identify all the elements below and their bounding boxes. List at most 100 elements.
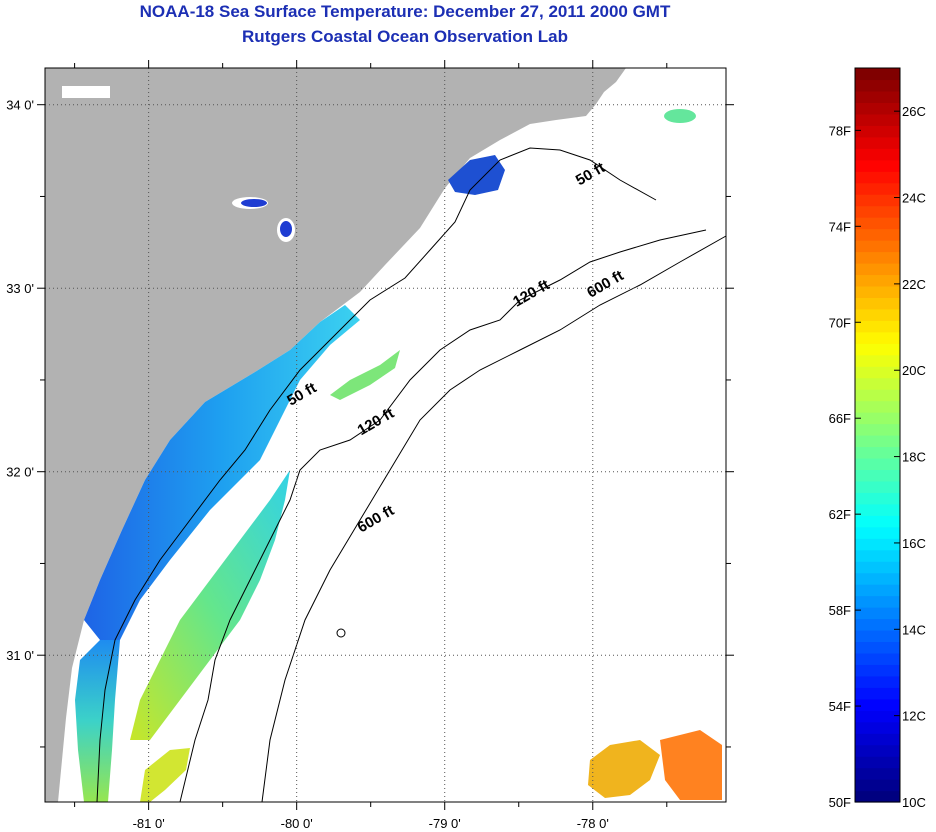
colorbar-stripe xyxy=(855,308,900,321)
colorbar-stripe xyxy=(855,354,900,367)
colorbar-stripe xyxy=(855,159,900,172)
fahrenheit-label: 70F xyxy=(829,315,851,330)
celsius-label: 12C xyxy=(902,709,926,724)
colorbar-stripe xyxy=(855,618,900,631)
colorbar-stripe xyxy=(855,457,900,471)
colorbar-stripe xyxy=(855,595,900,608)
fahrenheit-label: 58F xyxy=(829,603,851,618)
map-frame xyxy=(44,67,727,803)
contour-120ft xyxy=(179,229,707,803)
fahrenheit-label: 74F xyxy=(829,219,851,234)
sst-south-patch xyxy=(140,748,190,802)
sst-midshelf-warm xyxy=(130,470,290,740)
lat-tick-label: 32 0' xyxy=(6,465,34,480)
map-subtitle: Rutgers Coastal Ocean Observation Lab xyxy=(242,27,568,46)
colorbar-stripe xyxy=(855,377,900,390)
colorbar-stripe xyxy=(855,79,900,92)
colorbar-stripe xyxy=(855,549,900,562)
colorbar-stripe xyxy=(855,194,900,207)
colorbar-stripe xyxy=(855,538,900,551)
colorbar-stripe xyxy=(855,366,900,379)
colorbar-stripe xyxy=(855,400,900,413)
colorbar-stripe xyxy=(855,561,900,574)
colorbar-stripe xyxy=(855,469,900,482)
celsius-label: 18C xyxy=(902,450,926,465)
contour-50ft xyxy=(96,147,657,803)
contour-600ft xyxy=(261,235,727,803)
colorbar-stripe xyxy=(855,526,900,539)
colorbar-stripe xyxy=(855,492,900,505)
colorbar-stripe xyxy=(855,331,900,344)
graticule xyxy=(45,68,726,802)
colorbar-frame xyxy=(854,67,901,803)
colorbar-stripe xyxy=(855,412,900,425)
celsius-label: 10C xyxy=(902,795,926,810)
colorbar-stripe xyxy=(855,102,900,115)
inland-lake xyxy=(62,86,110,98)
sst-gulfstream-patch xyxy=(588,740,660,798)
colorbar-stripe xyxy=(855,228,900,241)
colorbar-stripe xyxy=(855,767,900,780)
colorbar-stripe xyxy=(855,607,900,620)
celsius-label: 26C xyxy=(902,104,926,119)
colorbar-stripe xyxy=(855,515,900,528)
fahrenheit-label: 78F xyxy=(829,123,851,138)
colorbar-stripe xyxy=(855,68,900,81)
colorbar-stripe xyxy=(855,584,900,597)
sst-inland-blue xyxy=(241,199,267,207)
colorbar-stripe xyxy=(855,756,900,769)
colorbar-stripe xyxy=(855,423,900,436)
colorbar-stripe xyxy=(855,664,900,677)
colorbar-stripe xyxy=(855,710,900,723)
colorbar-stripe xyxy=(855,744,900,757)
colorbar-stripe xyxy=(855,675,900,688)
map-title: NOAA-18 Sea Surface Temperature: Decembe… xyxy=(139,2,671,21)
colorbar-stripe xyxy=(855,285,900,298)
colorbar-stripe xyxy=(855,148,900,161)
colorbar-stripe xyxy=(855,217,900,230)
colorbar-stripe xyxy=(855,721,900,734)
lat-tick-label: 33 0' xyxy=(6,281,34,296)
celsius-label: 20C xyxy=(902,363,926,378)
colorbar-stripes xyxy=(855,68,900,803)
fahrenheit-label: 62F xyxy=(829,507,851,522)
colorbar-stripe xyxy=(855,262,900,276)
colorbar-stripe xyxy=(855,779,900,792)
lon-tick-label: -80 0' xyxy=(281,816,313,831)
map-axes: 34 0' 33 0' 32 0' 31 0' -81 0' -80 0' -79 0' -7… xyxy=(6,60,734,831)
colorbar-stripe xyxy=(855,480,900,493)
colorbar-stripe xyxy=(855,274,900,287)
colorbar-stripe xyxy=(855,435,900,448)
colorbar-stripe xyxy=(855,389,900,402)
celsius-label: 24C xyxy=(902,191,926,206)
colorbar-stripe xyxy=(855,320,900,333)
sst-shelf-band xyxy=(330,350,400,400)
colorbar-stripe xyxy=(855,136,900,149)
sst-south-nearshore xyxy=(75,640,120,802)
fahrenheit-label: 66F xyxy=(829,411,851,426)
lat-tick-label: 34 0' xyxy=(6,98,34,113)
colorbar-stripe xyxy=(855,251,900,264)
contour-seamount xyxy=(336,628,346,638)
colorbar-stripe xyxy=(855,171,900,184)
lat-tick-label: 31 0' xyxy=(6,648,34,663)
land-mass xyxy=(45,68,626,802)
colorbar-stripe xyxy=(855,90,900,104)
colorbar-stripe xyxy=(855,343,900,356)
sst-patch xyxy=(664,109,696,123)
celsius-label: 22C xyxy=(902,277,926,292)
colorbar-stripe xyxy=(855,297,900,310)
fahrenheit-label: 54F xyxy=(829,699,851,714)
colorbar-stripe xyxy=(855,503,900,516)
colorbar-stripe xyxy=(855,182,900,195)
colorbar-labels: 26C 24C 22C 20C 18C 16C 14C 12C 10C 78F 74F 70F 66F 6… xyxy=(829,104,926,810)
colorbar-stripe xyxy=(855,125,900,138)
sound-water xyxy=(610,68,720,180)
lon-tick-label: -81 0' xyxy=(133,816,165,831)
fahrenheit-label: 50F xyxy=(829,795,851,810)
colorbar-stripe xyxy=(855,113,900,126)
sst-northeast-blue xyxy=(448,155,505,195)
colorbar-stripe xyxy=(855,446,900,459)
lon-tick-label: -79 0' xyxy=(429,816,461,831)
